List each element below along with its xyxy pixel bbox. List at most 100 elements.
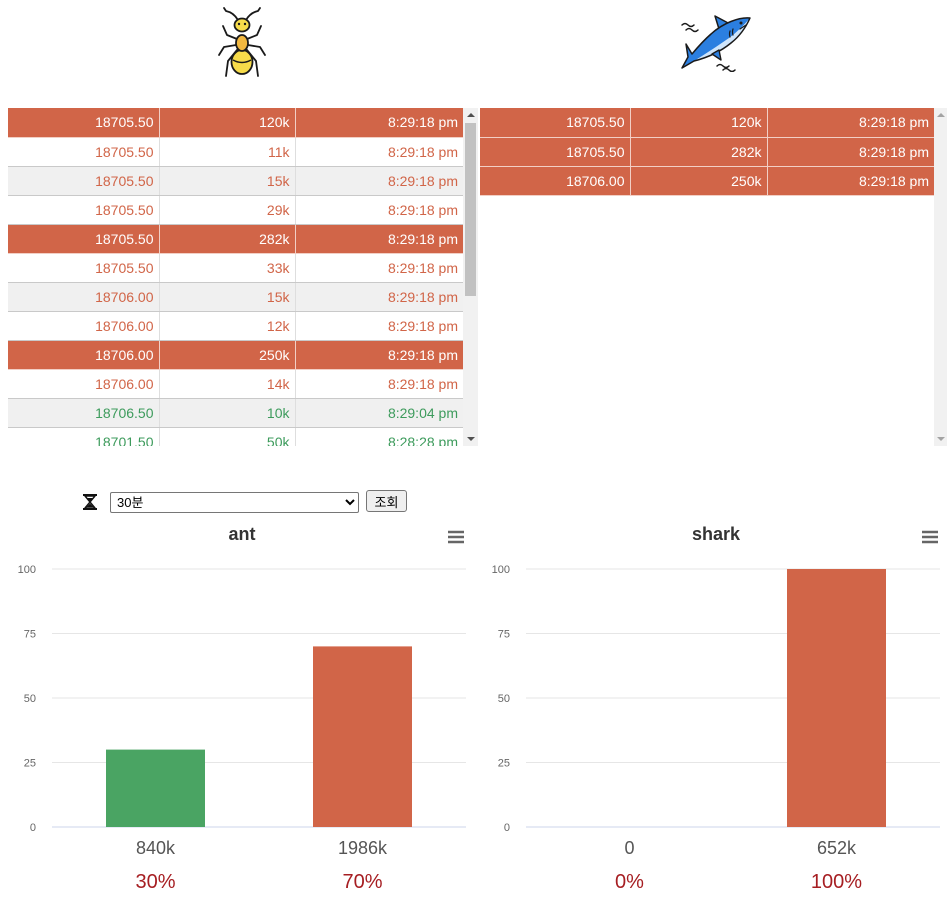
x-category-label: 1986k: [338, 838, 388, 858]
trade-price: 18706.00: [8, 282, 160, 312]
trade-price: 18705.50: [8, 224, 160, 254]
trade-time: 8:29:18 pm: [767, 137, 934, 167]
x-category-label: 0: [624, 838, 634, 858]
trade-price: 18705.50: [8, 253, 160, 283]
trade-time: 8:29:18 pm: [295, 369, 463, 399]
y-tick-label: 100: [492, 564, 510, 576]
trade-volume: 15k: [159, 166, 296, 196]
trade-price: 18706.50: [8, 398, 160, 428]
trade-time: 8:29:18 pm: [295, 195, 463, 225]
bar: [313, 646, 412, 827]
trade-time: 8:29:18 pm: [295, 137, 463, 167]
y-tick-label: 100: [18, 564, 36, 576]
trade-row: 18706.00 12k 8:29:18 pm: [8, 311, 463, 341]
trade-price: 18701.50: [8, 427, 160, 446]
ant-bar-chart: 0 25 50 75 100 840k 30% 1986k 70% ant: [18, 524, 466, 893]
trade-row: 18705.50 29k 8:29:18 pm: [8, 195, 463, 225]
ant-trades-panel: 18705.50 120k 8:29:18 pm 18705.50 11k 8:29:18…: [8, 108, 478, 446]
trade-volume: 250k: [630, 166, 768, 196]
scroll-down-arrow-icon[interactable]: [463, 432, 478, 446]
trade-volume: 33k: [159, 253, 296, 283]
trade-price: 18705.50: [480, 137, 631, 167]
trade-price: 18705.50: [8, 108, 160, 138]
percent-label: 100%: [811, 871, 862, 893]
trade-volume: 282k: [630, 137, 768, 167]
trade-time: 8:29:18 pm: [295, 224, 463, 254]
trade-volume: 15k: [159, 282, 296, 312]
trade-volume: 282k: [159, 224, 296, 254]
ant-trades-scrollbar[interactable]: [463, 108, 478, 446]
trade-row: 18706.00 250k 8:29:18 pm: [8, 340, 463, 370]
trade-volume: 250k: [159, 340, 296, 370]
bar: [106, 749, 205, 827]
trade-volume: 120k: [630, 108, 768, 138]
chart-menu-icon[interactable]: [448, 530, 464, 544]
trade-volume: 11k: [159, 137, 296, 167]
chart-menu-icon[interactable]: [922, 530, 938, 544]
trade-row: 18705.50 120k 8:29:18 pm: [480, 108, 934, 138]
trade-price: 18706.00: [8, 311, 160, 341]
trade-row: 18705.50 33k 8:29:18 pm: [8, 253, 463, 283]
trade-volume: 10k: [159, 398, 296, 428]
trade-time: 8:29:18 pm: [295, 340, 463, 370]
trade-time: 8:29:18 pm: [295, 311, 463, 341]
trade-time: 8:28:28 pm: [295, 427, 463, 446]
scroll-thumb[interactable]: [465, 123, 476, 296]
trade-row: 18705.50 15k 8:29:18 pm: [8, 166, 463, 196]
trade-row: 18705.50 11k 8:29:18 pm: [8, 137, 463, 167]
trade-row: 18705.50 282k 8:29:18 pm: [8, 224, 463, 254]
trade-volume: 14k: [159, 369, 296, 399]
ant-icon: [218, 7, 266, 77]
trade-time: 8:29:18 pm: [767, 166, 934, 196]
shark-trades-table: 18705.50 120k 8:29:18 pm 18705.50 282k 8:29:1…: [480, 108, 934, 196]
y-tick-label: 75: [498, 629, 510, 641]
chart-title: shark: [692, 524, 741, 544]
scroll-up-arrow-icon[interactable]: [463, 108, 478, 122]
bar: [787, 569, 886, 827]
trade-price: 18705.50: [8, 195, 160, 225]
x-category-label: 840k: [136, 838, 176, 858]
trade-time: 8:29:18 pm: [295, 282, 463, 312]
hourglass-icon: [83, 494, 97, 510]
trade-row: 18706.00 14k 8:29:18 pm: [8, 369, 463, 399]
trade-price: 18705.50: [8, 166, 160, 196]
y-tick-label: 25: [498, 758, 510, 770]
trade-time: 8:29:18 pm: [767, 108, 934, 138]
trade-price: 18706.00: [8, 369, 160, 399]
shark-trades-panel: 18705.50 120k 8:29:18 pm 18705.50 282k 8:29:1…: [480, 108, 947, 446]
trade-row: 18706.00 15k 8:29:18 pm: [8, 282, 463, 312]
shark-bar-chart: 0 25 50 75 100 0 0% 652k 100% shark: [492, 524, 940, 893]
trade-price: 18705.50: [8, 137, 160, 167]
trade-row: 18705.50 120k 8:29:18 pm: [8, 108, 463, 138]
scroll-up-arrow-icon[interactable]: [934, 108, 947, 122]
trade-time: 8:29:18 pm: [295, 253, 463, 283]
y-tick-label: 0: [30, 822, 36, 834]
shark-trades-scrollbar[interactable]: [934, 108, 947, 446]
trade-row: 18705.50 282k 8:29:18 pm: [480, 137, 934, 167]
y-tick-label: 50: [498, 693, 510, 705]
y-tick-label: 25: [24, 758, 36, 770]
trade-volume: 12k: [159, 311, 296, 341]
query-button[interactable]: 조회: [366, 490, 407, 512]
shark-icon: [681, 15, 751, 72]
scroll-down-arrow-icon[interactable]: [934, 432, 947, 446]
trade-price: 18705.50: [480, 108, 631, 138]
ant-trades-table: 18705.50 120k 8:29:18 pm 18705.50 11k 8:29:18…: [8, 108, 463, 446]
trade-time: 8:29:18 pm: [295, 108, 463, 138]
percent-label: 70%: [342, 871, 382, 893]
trade-row: 18706.00 250k 8:29:18 pm: [480, 166, 934, 196]
y-tick-label: 75: [24, 629, 36, 641]
trade-price: 18706.00: [8, 340, 160, 370]
trade-row: 18706.50 10k 8:29:04 pm: [8, 398, 463, 428]
interval-select[interactable]: 30분: [110, 492, 359, 513]
percent-label: 30%: [135, 871, 175, 893]
chart-title: ant: [229, 524, 256, 544]
trade-volume: 29k: [159, 195, 296, 225]
trade-time: 8:29:18 pm: [295, 166, 463, 196]
trade-time: 8:29:04 pm: [295, 398, 463, 428]
percent-label: 0%: [615, 871, 644, 893]
trade-volume: 50k: [159, 427, 296, 446]
trade-row: 18701.50 50k 8:28:28 pm: [8, 427, 463, 446]
x-category-label: 652k: [817, 838, 857, 858]
trade-volume: 120k: [159, 108, 296, 138]
